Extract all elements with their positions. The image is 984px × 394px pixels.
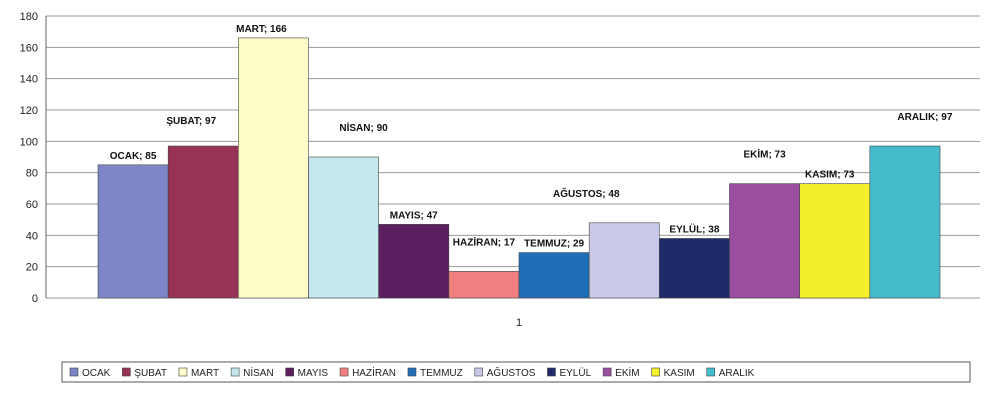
legend-label-7: AĞUSTOS <box>487 366 536 379</box>
bar-6 <box>518 252 590 299</box>
y-tick-label: 120 <box>20 105 38 117</box>
data-label-7: AĞUSTOS; 48 <box>553 187 620 200</box>
y-axis: 0 20 40 60 80 100 120 140 160 180 <box>20 11 47 305</box>
data-label-11: ARALIK; 97 <box>897 112 952 123</box>
legend-label-1: ŞUBAT <box>134 368 167 379</box>
data-label-6: TEMMUZ; 29 <box>524 239 584 250</box>
legend-label-2: MART <box>191 368 219 379</box>
y-tick-label: 160 <box>20 42 38 54</box>
bars <box>97 37 941 299</box>
legend-swatch-10 <box>651 367 660 377</box>
legend-swatch-4 <box>285 367 294 377</box>
bar-4 <box>378 224 450 299</box>
legend-swatch-3 <box>230 367 240 377</box>
data-label-1: ŞUBAT; 97 <box>166 116 216 127</box>
bar-5 <box>448 271 520 299</box>
bar-11 <box>869 145 941 299</box>
legend-label-0: OCAK <box>82 368 111 379</box>
data-label-4: MAYIS; 47 <box>390 210 438 221</box>
bar-2 <box>238 37 309 299</box>
y-tick-label: 180 <box>20 11 38 23</box>
legend-swatch-5 <box>339 367 349 377</box>
data-label-5: HAZİRAN; 17 <box>453 235 516 248</box>
bar-7 <box>588 222 660 299</box>
data-labels: OCAK; 85 ŞUBAT; 97 MART; 166 NİSAN; 90 MAYIS… <box>110 24 953 250</box>
legend-frame <box>61 361 971 383</box>
bar-3 <box>308 156 379 299</box>
bar-10 <box>799 183 871 299</box>
legend-label-5: HAZİRAN <box>352 366 396 379</box>
legend-label-10: KASIM <box>664 368 695 379</box>
y-tick-label: 20 <box>26 262 38 274</box>
y-tick-label: 60 <box>26 199 38 211</box>
legend-swatch-7 <box>474 367 484 377</box>
legend-label-3: NİSAN <box>243 366 274 379</box>
y-tick-label: 140 <box>20 74 38 86</box>
y-tick-label: 100 <box>20 136 38 148</box>
legend-swatch-6 <box>407 367 417 377</box>
legend-swatch-0 <box>69 367 79 377</box>
legend-swatch-11 <box>706 367 716 377</box>
bar-1 <box>167 145 239 299</box>
legend-label-9: EKİM <box>615 366 639 379</box>
legend-swatch-8 <box>547 367 556 377</box>
y-tick-label: 0 <box>32 293 38 305</box>
legend: OCAK ŞUBAT MART NİSAN MAYIS HAZİRAN TEMMUZ AĞUS… <box>61 361 971 383</box>
y-tick-label: 80 <box>26 168 38 180</box>
legend-label-11: ARALIK <box>719 368 755 379</box>
legend-swatch-1 <box>122 367 131 377</box>
legend-label-6: TEMMUZ <box>420 368 463 379</box>
legend-label-8: EYLÜL <box>559 367 591 379</box>
x-tick-label: 1 <box>516 317 522 329</box>
data-label-9: EKİM; 73 <box>743 148 786 161</box>
legend-swatch-2 <box>178 367 188 377</box>
bar-0 <box>97 164 169 299</box>
legend-swatch-9 <box>602 367 612 377</box>
y-tick-label: 40 <box>26 230 38 242</box>
data-label-8: EYLÜL; 38 <box>669 222 719 235</box>
data-label-3: NİSAN; 90 <box>339 121 388 134</box>
legend-label-4: MAYIS <box>298 368 329 379</box>
bar-8 <box>659 238 730 299</box>
bar-9 <box>729 183 800 299</box>
data-label-10: KASIM; 73 <box>805 170 855 181</box>
data-label-2: MART; 166 <box>236 24 287 35</box>
data-label-0: OCAK; 85 <box>110 151 157 162</box>
